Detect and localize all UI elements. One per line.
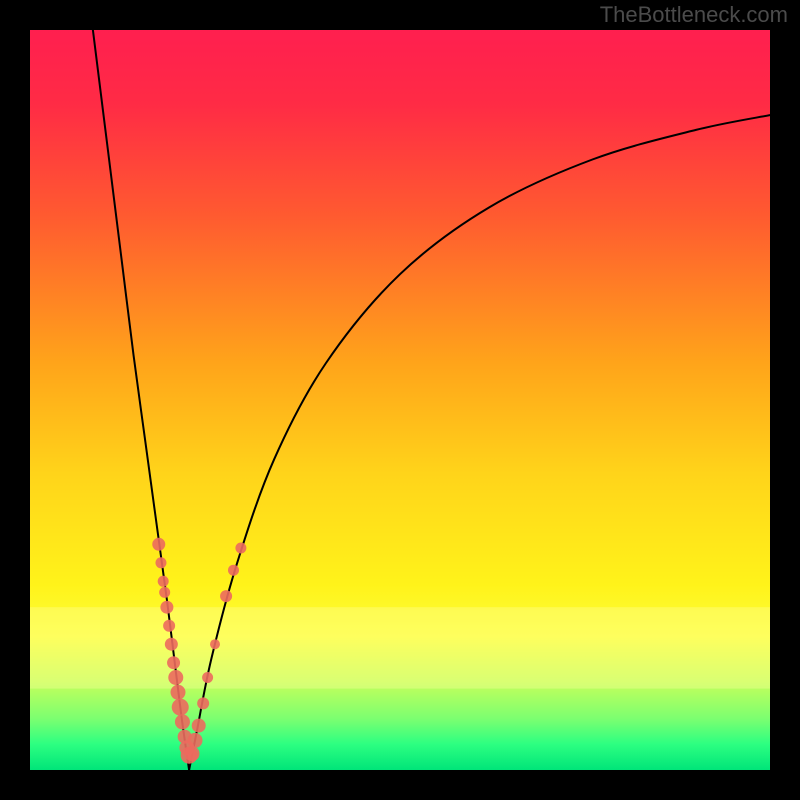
scatter-point	[192, 719, 206, 733]
scatter-point	[160, 601, 173, 614]
scatter-point	[188, 733, 203, 748]
scatter-point	[168, 670, 183, 685]
scatter-point	[175, 714, 190, 729]
scatter-point	[172, 699, 189, 716]
scatter-point	[159, 587, 170, 598]
scatter-point	[235, 543, 246, 554]
scatter-point	[185, 746, 200, 761]
watermark-text: TheBottleneck.com	[600, 2, 788, 28]
chart-stage: TheBottleneck.com	[0, 0, 800, 800]
scatter-point	[158, 576, 169, 587]
scatter-point	[163, 620, 175, 632]
scatter-point	[202, 672, 213, 683]
scatter-point	[171, 685, 186, 700]
scatter-point	[197, 697, 209, 709]
scatter-point	[155, 557, 166, 568]
scatter-point	[167, 656, 180, 669]
scatter-point	[165, 638, 178, 651]
bottleneck-curve-chart	[0, 0, 800, 800]
pale-band	[30, 607, 770, 688]
scatter-point	[220, 590, 232, 602]
scatter-point	[228, 565, 239, 576]
scatter-point	[210, 639, 220, 649]
scatter-point	[152, 538, 165, 551]
